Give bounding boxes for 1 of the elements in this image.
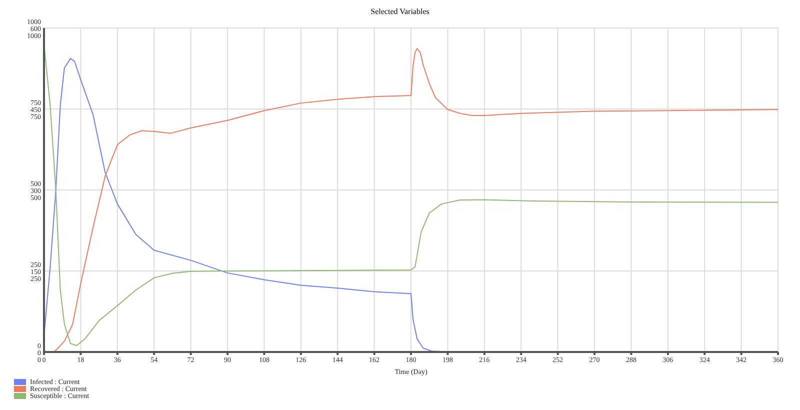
chart-title: Selected Variables xyxy=(370,7,430,16)
